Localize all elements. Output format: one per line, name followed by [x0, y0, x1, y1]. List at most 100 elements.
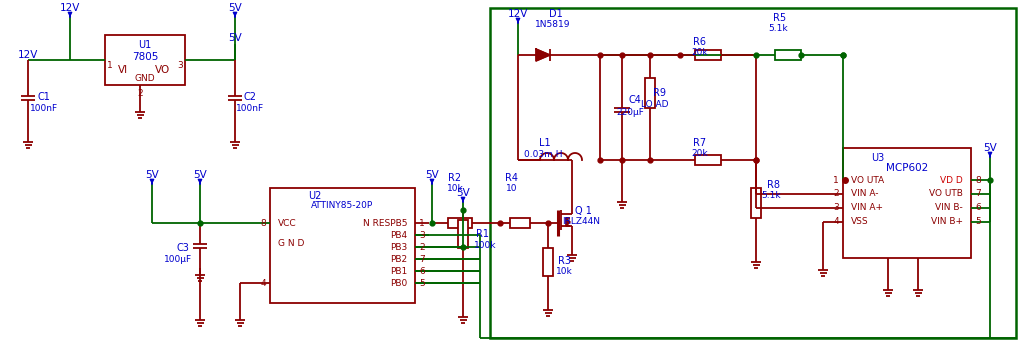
Text: VIN B-: VIN B- [935, 204, 963, 213]
Text: 3: 3 [177, 61, 183, 69]
Text: 5V: 5V [228, 3, 242, 13]
Text: PB2: PB2 [390, 255, 407, 264]
Text: 100µF: 100µF [164, 256, 193, 265]
Text: VO: VO [156, 65, 171, 75]
Bar [490, 8, 1016, 338]
Text: VI: VI [118, 65, 128, 75]
Bar [449, 218, 472, 228]
Bar [510, 218, 530, 228]
Text: 10k: 10k [556, 268, 572, 277]
Text: 2: 2 [137, 88, 142, 97]
Text: C1: C1 [38, 92, 50, 102]
Text: PB0: PB0 [390, 279, 407, 288]
Text: 5.1k: 5.1k [768, 23, 787, 32]
Text: 2: 2 [834, 190, 839, 198]
Text: 12V: 12V [17, 50, 38, 60]
Text: R4: R4 [506, 173, 518, 183]
Text: 5: 5 [975, 217, 981, 226]
Text: LO AD: LO AD [641, 99, 669, 108]
Bar [645, 78, 655, 108]
Text: 100nF: 100nF [236, 104, 264, 112]
Text: 5V: 5V [194, 170, 207, 180]
Text: VD D: VD D [940, 175, 963, 184]
Bar [775, 50, 801, 60]
Bar [105, 35, 185, 85]
Text: R7: R7 [693, 138, 707, 148]
Text: 220µF: 220µF [616, 108, 644, 117]
Text: 5V: 5V [456, 188, 470, 198]
Text: 7: 7 [419, 255, 425, 264]
Text: 5V: 5V [145, 170, 159, 180]
Text: VO UTB: VO UTB [929, 190, 963, 198]
Text: ATTINY85-20P: ATTINY85-20P [311, 202, 373, 211]
Text: 4: 4 [834, 217, 839, 226]
Bar [543, 248, 553, 276]
Text: R9: R9 [653, 88, 667, 98]
Text: C4: C4 [629, 95, 641, 105]
Text: 10k: 10k [446, 183, 464, 193]
Bar [695, 50, 721, 60]
Text: 12V: 12V [508, 9, 528, 19]
Text: 7: 7 [975, 190, 981, 198]
Text: MCP602: MCP602 [886, 163, 928, 173]
Text: VIN A-: VIN A- [851, 190, 879, 198]
Bar [695, 155, 721, 165]
Text: 3: 3 [419, 230, 425, 239]
Text: 8: 8 [975, 175, 981, 184]
Text: PB4: PB4 [390, 230, 407, 239]
Text: VIN A+: VIN A+ [851, 204, 883, 213]
Text: 6: 6 [975, 204, 981, 213]
Text: U3: U3 [871, 153, 885, 163]
Text: R6: R6 [693, 37, 707, 47]
Text: VSS: VSS [851, 217, 868, 226]
Text: L1: L1 [540, 138, 551, 148]
Text: GND: GND [135, 74, 156, 83]
Text: 3: 3 [834, 204, 839, 213]
Bar [751, 188, 761, 218]
Text: 1: 1 [419, 218, 425, 227]
Text: 5V: 5V [983, 143, 997, 153]
Text: 20k: 20k [691, 47, 709, 56]
Text: VO UTA: VO UTA [851, 175, 884, 184]
Text: IRLZ44N: IRLZ44N [562, 216, 600, 226]
Text: 4: 4 [260, 279, 266, 288]
Text: 12V: 12V [59, 3, 80, 13]
Text: PB3: PB3 [390, 243, 407, 251]
Text: VCC: VCC [278, 218, 297, 227]
Bar [458, 220, 468, 248]
Text: U2: U2 [308, 191, 322, 201]
Text: R2: R2 [449, 173, 462, 183]
Bar [843, 148, 971, 258]
Polygon shape [566, 218, 570, 226]
Text: R8: R8 [767, 180, 779, 190]
Text: 0.03m H: 0.03m H [523, 150, 562, 159]
Text: R5: R5 [773, 13, 786, 23]
Text: 5V: 5V [425, 170, 439, 180]
Text: 1: 1 [834, 175, 839, 184]
Text: Q 1: Q 1 [574, 206, 592, 216]
Text: 8: 8 [260, 218, 266, 227]
Text: U1: U1 [138, 40, 152, 50]
Text: G N D: G N D [278, 238, 304, 247]
Text: 100nF: 100nF [30, 104, 58, 112]
Text: 6: 6 [419, 267, 425, 276]
Text: R1: R1 [476, 229, 489, 239]
Text: C2: C2 [244, 92, 256, 102]
Text: C3: C3 [176, 243, 189, 253]
Text: 5V: 5V [228, 33, 242, 43]
Text: 1N5819: 1N5819 [536, 20, 570, 29]
Text: D1: D1 [549, 9, 563, 19]
Text: 10: 10 [506, 183, 518, 193]
Text: N RESPB5: N RESPB5 [362, 218, 407, 227]
Text: PB1: PB1 [390, 267, 407, 276]
Text: 100k: 100k [474, 240, 497, 249]
Text: 20k: 20k [691, 149, 709, 158]
Text: 5: 5 [419, 279, 425, 288]
Text: 2: 2 [419, 243, 425, 251]
Bar [270, 188, 415, 303]
Text: R3: R3 [558, 256, 571, 266]
Text: 1: 1 [106, 61, 113, 69]
Text: 7805: 7805 [132, 52, 158, 62]
Text: VIN B+: VIN B+ [931, 217, 963, 226]
Polygon shape [536, 49, 550, 61]
